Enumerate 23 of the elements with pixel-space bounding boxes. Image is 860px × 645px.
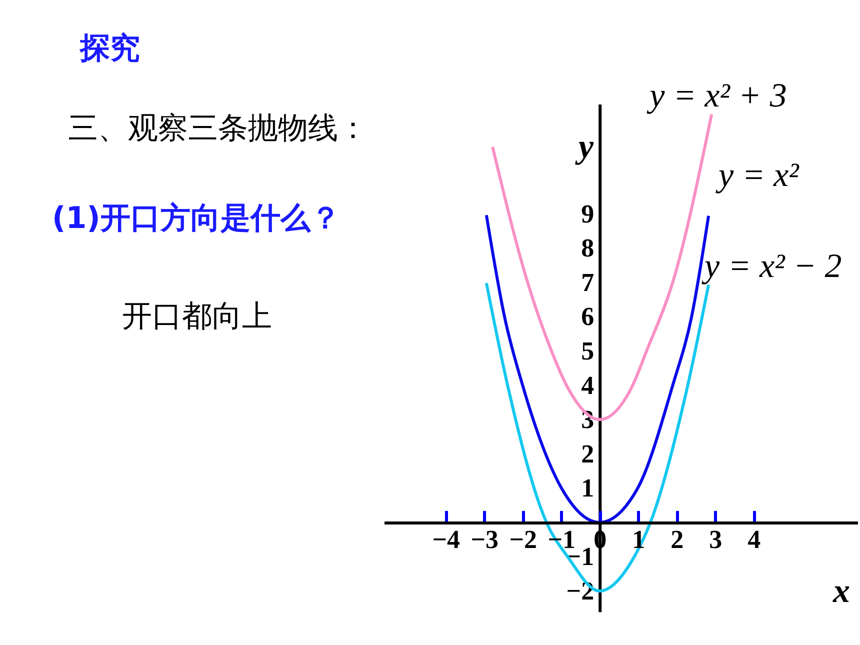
- y-tick-label: 5: [581, 336, 594, 366]
- y-tick-label: 7: [581, 268, 594, 297]
- y-tick-label: 1: [581, 474, 594, 503]
- y-tick-label: 9: [581, 199, 594, 228]
- x-axis-title: x: [832, 572, 850, 610]
- series-label: y = x²: [716, 156, 800, 194]
- x-tick-label: −2: [509, 524, 538, 554]
- x-tick-label: 3: [709, 524, 722, 554]
- x-tick-label: −4: [432, 524, 460, 554]
- text: 探究: [80, 30, 140, 68]
- text: 三、观察三条抛物线：: [68, 110, 368, 148]
- text: 开口都向上: [122, 298, 272, 336]
- x-tick-label: 4: [748, 524, 761, 554]
- y-tick-label: 6: [581, 302, 594, 332]
- y-tick-label: 8: [581, 234, 594, 263]
- x-tick-label: −3: [470, 524, 499, 554]
- x-tick-label: 2: [670, 524, 684, 554]
- text: (1)开口方向是什么？: [52, 200, 340, 238]
- y-tick-label: 4: [581, 370, 594, 400]
- series-label: y = x² + 3: [646, 77, 787, 114]
- series-label: y = x² − 2: [702, 248, 842, 285]
- y-axis-title: y: [574, 128, 595, 166]
- y-tick-label: 2: [581, 439, 594, 468]
